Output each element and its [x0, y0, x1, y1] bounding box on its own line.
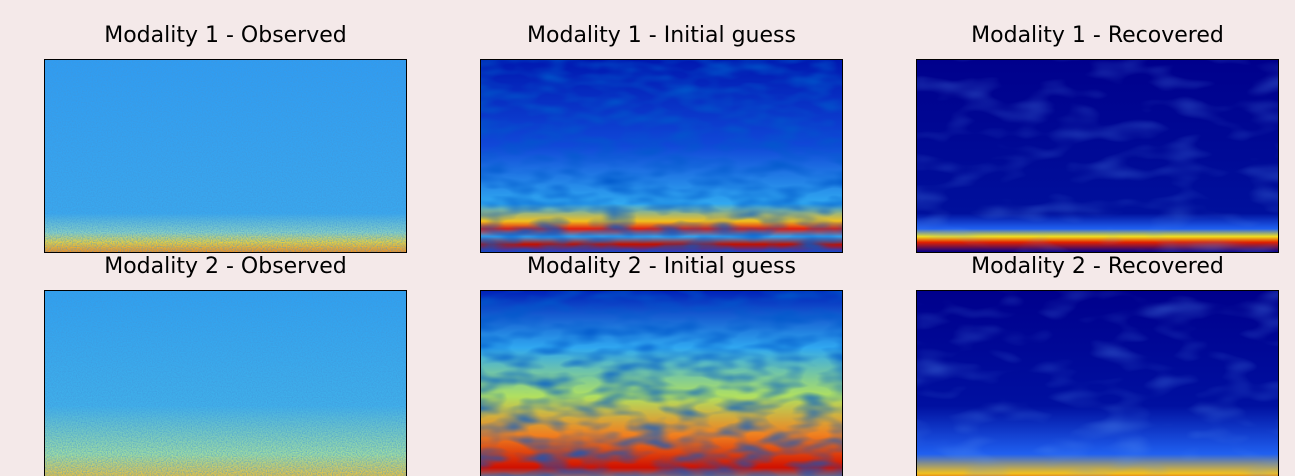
panel: Modality 1 - Observed: [44, 23, 407, 253]
spectrogram-texture: [44, 290, 407, 476]
panel: Modality 2 - Observed: [44, 254, 407, 476]
panel: Modality 2 - Initial guess: [480, 254, 843, 476]
page: Modality 1 - Observed Modality 1 - Initia…: [0, 0, 1295, 476]
panel-title: Modality 2 - Observed: [104, 254, 347, 279]
spectrogram-texture: [916, 290, 1279, 476]
spectrogram-texture: [44, 59, 407, 252]
spectrogram-texture: [480, 290, 843, 476]
panel-title: Modality 2 - Recovered: [971, 254, 1224, 279]
panel-title: Modality 1 - Initial guess: [527, 23, 796, 48]
spectrogram-texture: [916, 59, 1279, 252]
panel: Modality 1 - Initial guess: [480, 23, 843, 253]
panel-title: Modality 1 - Recovered: [971, 23, 1224, 48]
panel-title: Modality 1 - Observed: [104, 23, 347, 48]
panel: Modality 2 - Recovered: [916, 254, 1279, 476]
panel-title: Modality 2 - Initial guess: [527, 254, 796, 279]
panel: Modality 1 - Recovered: [916, 23, 1279, 253]
figure: Modality 1 - Observed Modality 1 - Initia…: [0, 0, 1295, 476]
spectrogram-texture: [480, 59, 843, 252]
